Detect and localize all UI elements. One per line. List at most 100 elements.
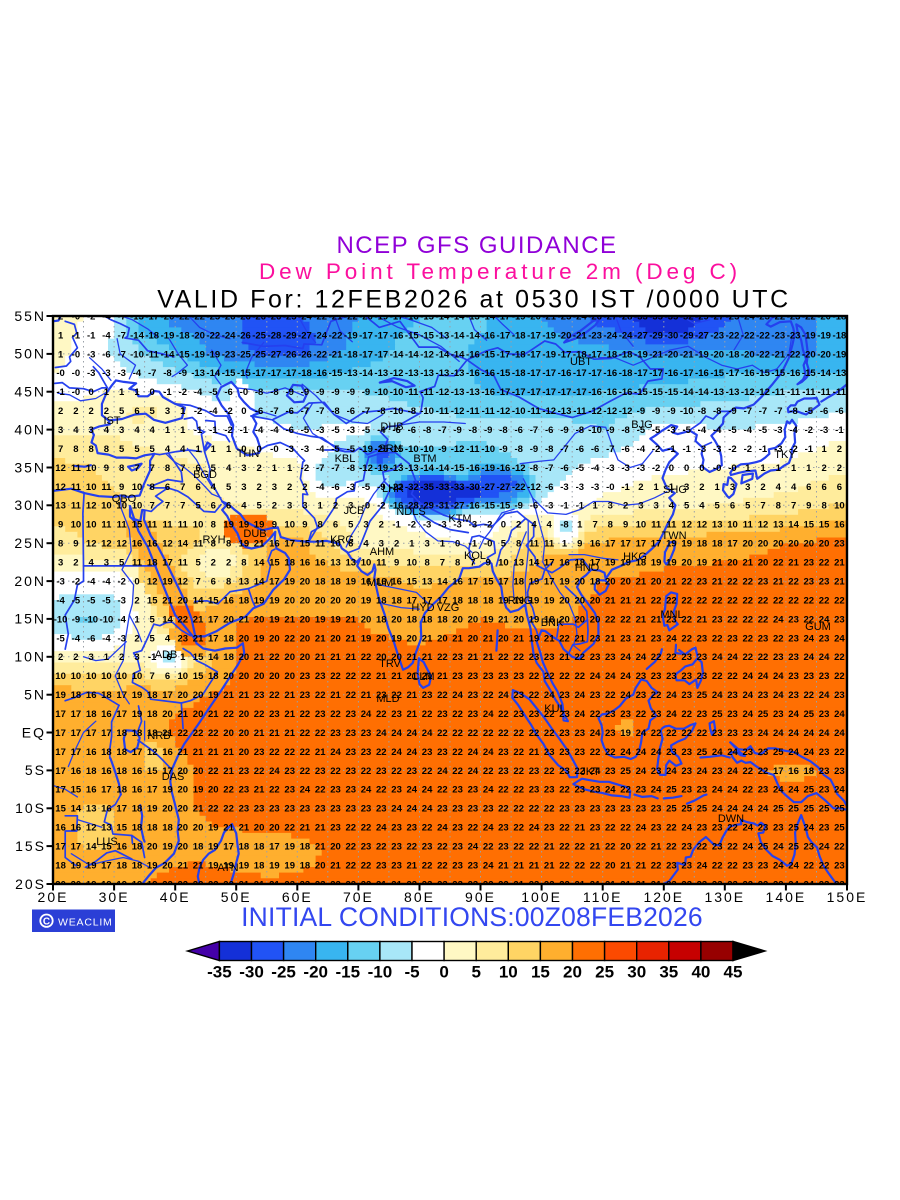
- svg-text:-1: -1: [209, 425, 218, 436]
- svg-text:19: 19: [284, 577, 295, 588]
- svg-text:23: 23: [773, 709, 784, 720]
- svg-text:-19: -19: [802, 330, 816, 341]
- svg-text:23: 23: [651, 633, 662, 644]
- svg-text:3: 3: [241, 463, 246, 474]
- svg-text:-16: -16: [588, 387, 602, 398]
- svg-text:24: 24: [804, 747, 815, 758]
- svg-text:22: 22: [498, 728, 509, 739]
- svg-text:-22: -22: [191, 311, 205, 322]
- svg-text:24: 24: [407, 747, 418, 758]
- svg-text:20: 20: [254, 671, 265, 682]
- svg-text:22: 22: [712, 595, 723, 606]
- svg-text:24: 24: [773, 861, 784, 872]
- svg-text:19: 19: [208, 690, 219, 701]
- svg-text:23: 23: [788, 652, 799, 663]
- svg-text:-4: -4: [102, 577, 111, 588]
- svg-text:23: 23: [346, 785, 357, 796]
- svg-text:-15: -15: [771, 368, 785, 379]
- svg-text:-18: -18: [573, 349, 587, 360]
- svg-text:-12: -12: [497, 406, 511, 417]
- svg-text:-16: -16: [466, 368, 480, 379]
- svg-text:22: 22: [559, 879, 570, 890]
- svg-text:-0: -0: [484, 539, 492, 550]
- svg-text:20: 20: [330, 633, 341, 644]
- svg-text:-6: -6: [835, 406, 843, 417]
- svg-text:6: 6: [806, 482, 811, 493]
- svg-text:17: 17: [651, 539, 662, 550]
- svg-text:-27: -27: [695, 330, 709, 341]
- svg-text:17: 17: [55, 766, 66, 777]
- svg-text:-4: -4: [744, 425, 753, 436]
- svg-text:55N: 55N: [14, 308, 46, 324]
- svg-text:-9: -9: [606, 425, 614, 436]
- svg-text:-11: -11: [466, 444, 480, 455]
- svg-text:-10: -10: [390, 406, 404, 417]
- svg-text:19: 19: [529, 595, 540, 606]
- svg-text:23: 23: [391, 709, 402, 720]
- svg-text:16: 16: [300, 558, 311, 569]
- svg-text:2: 2: [837, 444, 842, 455]
- svg-text:22: 22: [788, 595, 799, 606]
- svg-text:22: 22: [758, 879, 769, 890]
- svg-text:5: 5: [501, 539, 507, 550]
- svg-text:-3: -3: [560, 482, 568, 493]
- svg-text:21: 21: [193, 747, 204, 758]
- svg-text:19: 19: [284, 842, 295, 853]
- svg-text:22: 22: [361, 861, 372, 872]
- svg-text:16: 16: [162, 747, 173, 758]
- svg-text:23: 23: [529, 652, 540, 663]
- svg-text:50N: 50N: [14, 346, 46, 362]
- svg-text:1: 1: [760, 463, 766, 474]
- svg-text:7: 7: [134, 463, 139, 474]
- svg-text:23: 23: [452, 804, 463, 815]
- svg-text:-6: -6: [163, 652, 171, 663]
- svg-text:-2: -2: [744, 444, 752, 455]
- svg-text:22: 22: [269, 652, 280, 663]
- svg-text:-18: -18: [512, 349, 526, 360]
- svg-text:-17: -17: [359, 349, 373, 360]
- svg-text:23: 23: [834, 861, 845, 872]
- svg-text:C: C: [43, 916, 50, 927]
- svg-text:-4: -4: [316, 482, 325, 493]
- svg-text:22: 22: [620, 785, 631, 796]
- svg-text:8: 8: [455, 558, 460, 569]
- svg-text:-23: -23: [756, 311, 770, 322]
- svg-text:24: 24: [758, 728, 769, 739]
- svg-text:23: 23: [239, 766, 250, 777]
- svg-text:21: 21: [422, 633, 433, 644]
- svg-text:22: 22: [651, 861, 662, 872]
- svg-text:140E: 140E: [766, 889, 807, 905]
- svg-text:5: 5: [348, 520, 354, 531]
- svg-text:18: 18: [116, 785, 127, 796]
- svg-text:23: 23: [468, 671, 479, 682]
- svg-text:5: 5: [150, 406, 156, 417]
- svg-text:-7: -7: [362, 406, 370, 417]
- svg-text:20: 20: [605, 577, 616, 588]
- svg-text:-17: -17: [268, 368, 282, 379]
- svg-text:16: 16: [132, 766, 143, 777]
- svg-text:-11: -11: [573, 406, 587, 417]
- svg-text:-16: -16: [466, 501, 480, 512]
- svg-text:-9: -9: [438, 444, 446, 455]
- svg-text:4: 4: [669, 501, 675, 512]
- svg-text:23: 23: [788, 614, 799, 625]
- svg-text:1: 1: [165, 425, 171, 436]
- svg-text:21: 21: [162, 595, 173, 606]
- svg-text:-7: -7: [301, 406, 309, 417]
- svg-text:-25: -25: [271, 963, 296, 982]
- svg-text:21: 21: [269, 728, 280, 739]
- svg-text:24: 24: [636, 747, 647, 758]
- svg-text:4: 4: [226, 463, 232, 474]
- svg-text:2: 2: [211, 558, 216, 569]
- svg-text:20: 20: [284, 671, 295, 682]
- svg-text:NRB: NRB: [147, 730, 170, 742]
- svg-text:20: 20: [269, 633, 280, 644]
- svg-text:23: 23: [407, 766, 418, 777]
- svg-text:7: 7: [180, 463, 185, 474]
- svg-text:7: 7: [592, 520, 597, 531]
- svg-text:22: 22: [498, 804, 509, 815]
- svg-text:23: 23: [346, 747, 357, 758]
- svg-text:JCB: JCB: [344, 505, 365, 517]
- svg-text:24: 24: [544, 690, 555, 701]
- svg-text:-32: -32: [680, 311, 694, 322]
